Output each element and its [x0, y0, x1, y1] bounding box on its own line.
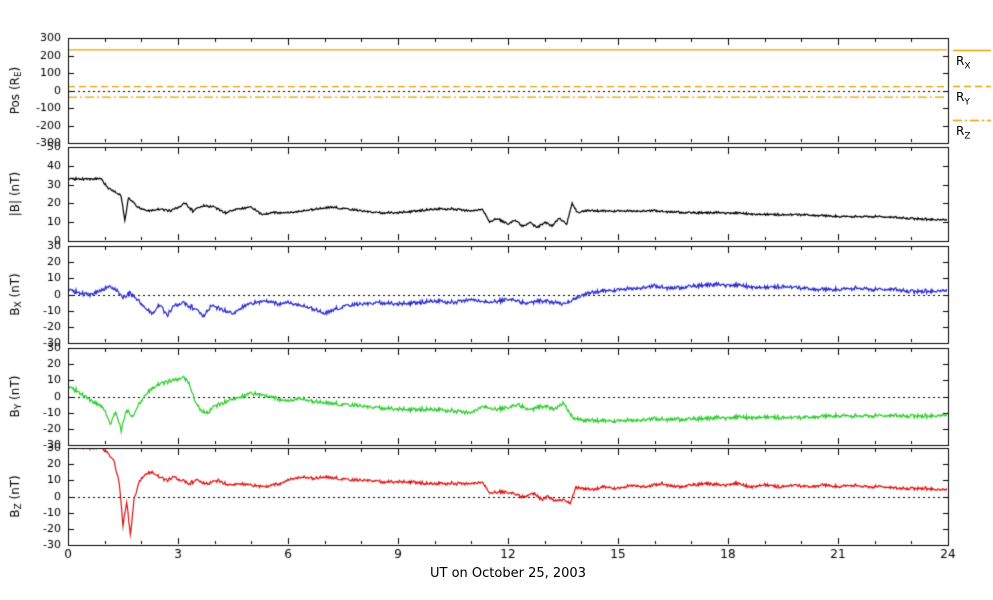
legend-rz-base: R: [956, 124, 965, 138]
legend-rx-sub: X: [964, 61, 971, 72]
legend-label-rz: RZ: [956, 124, 971, 141]
legend-ry-base: R: [956, 90, 965, 104]
x-axis-label: UT on October 25, 2003: [430, 566, 586, 581]
legend-rx-base: R: [956, 54, 965, 68]
legend-ry-sub: Y: [964, 97, 970, 108]
legend-label-ry: RY: [956, 90, 970, 107]
legend-rz-sub: Z: [964, 131, 971, 142]
legend-label-rx: RX: [956, 54, 971, 71]
